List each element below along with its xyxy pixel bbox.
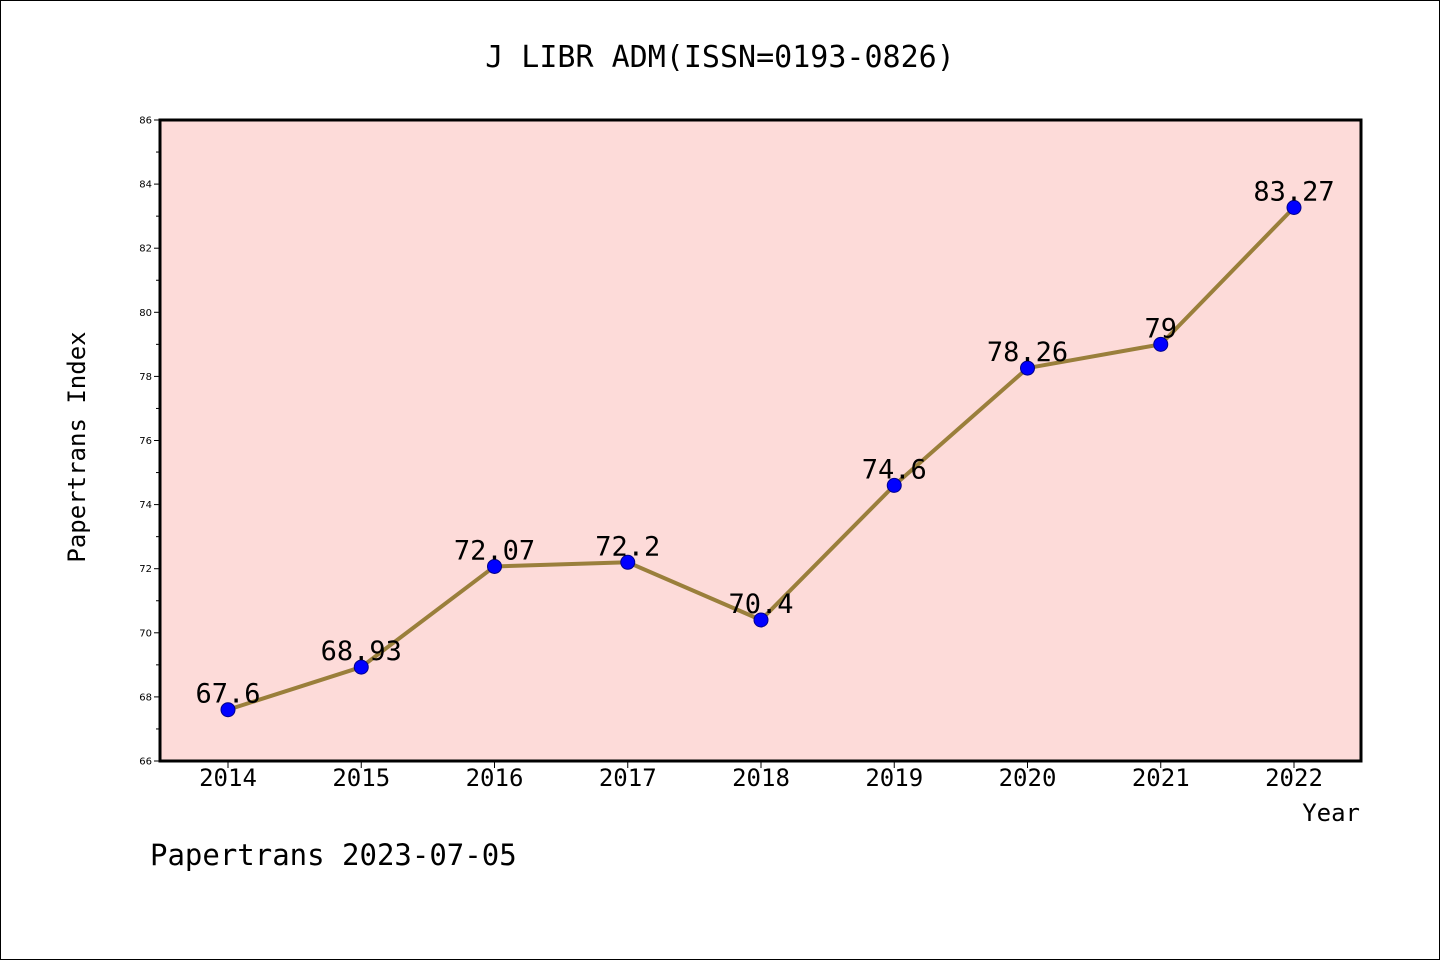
x-tick-label: 2016 [466,764,524,792]
y-tick-label: 84 [139,180,152,191]
data-point-marker [353,659,369,675]
data-point-marker [1286,199,1302,215]
y-tick-label: 80 [139,308,152,319]
data-label: 74.6 [862,454,927,485]
x-tick-label: 2019 [865,764,923,792]
data-point-marker [487,558,502,574]
x-tick-label: 2014 [199,764,257,792]
y-tick-label: 82 [139,244,152,255]
y-tick-label: 66 [139,757,152,768]
data-label: 83.27 [1253,176,1334,207]
y-tick-label: 70 [139,628,152,639]
x-tick-label: 2015 [332,764,390,792]
y-tick-label: 76 [139,436,152,447]
y-tick-label: 72 [139,564,152,575]
x-tick-label: 2017 [599,764,657,792]
data-labels-layer: 67.6 68.93 72.07 72.2 70.4 74.6 78.26 79 83.27 [195,176,1334,709]
data-point-marker [620,554,636,570]
chart-title: J LIBR ADM(ISSN=0193-0826) [485,40,955,75]
plot-border [158,118,1363,763]
series-layer [220,199,1302,718]
data-label: 70.4 [728,589,793,620]
data-label: 67.6 [195,679,260,710]
footer-credit: Papertrans 2023-07-05 [150,838,517,872]
data-point-marker [1020,360,1035,376]
y-tick-label: 74 [139,500,152,511]
y-tick-label: 68 [139,692,152,703]
data-point-marker [753,612,769,628]
y-tick-label: 86 [139,116,152,127]
x-axis-ticks: 2014 2015 2016 2017 2018 2019 2020 2021 2022 [199,761,1323,792]
data-point-marker [886,477,902,493]
x-tick-label: 2022 [1265,764,1323,792]
data-label: 72.07 [454,535,535,566]
data-point-marker [220,702,236,718]
data-label: 78.26 [987,337,1068,368]
data-point-marker [1153,336,1169,352]
y-tick-label: 78 [139,372,152,383]
y-axis-ticks: 66 68 70 72 74 76 78 80 82 84 86 [139,116,160,768]
x-axis-title: Year [1302,799,1360,827]
data-label: 79 [1144,313,1177,344]
data-label: 68.93 [321,636,402,667]
y-axis-title: Papertrans Index [63,331,91,562]
x-tick-label: 2020 [999,764,1057,792]
x-tick-label: 2021 [1132,764,1190,792]
plot-area [160,120,1361,761]
data-label: 72.2 [595,531,660,562]
x-tick-label: 2018 [732,764,790,792]
